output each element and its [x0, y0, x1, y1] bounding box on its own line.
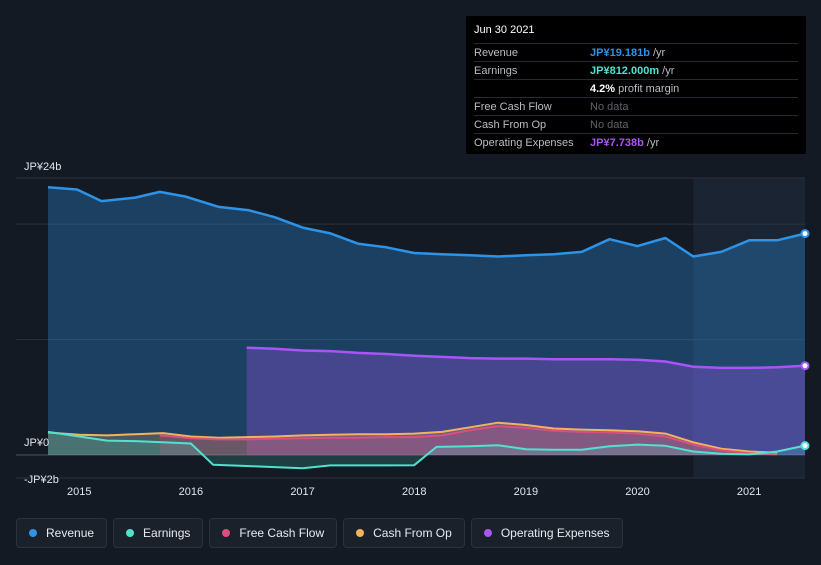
marker-earnings: [800, 441, 810, 451]
series-line-revenue: [47, 185, 806, 258]
series-area-revenue: [48, 187, 805, 455]
legend-item-earnings[interactable]: Earnings: [113, 518, 204, 548]
legend-dot-icon: [29, 529, 37, 537]
tooltip-label: Cash From Op: [474, 118, 547, 131]
tooltip-value: 4.2%: [590, 82, 616, 95]
legend-label: Cash From Op: [373, 526, 452, 540]
x-tick-label: 2015: [67, 486, 91, 498]
tooltip-label: Free Cash Flow: [474, 100, 552, 113]
legend-dot-icon: [222, 529, 231, 537]
series-line-fcf: [159, 425, 778, 456]
x-tick-label: 2017: [290, 486, 314, 498]
highlight-band: [693, 178, 805, 478]
tooltip-unit: /yr: [643, 136, 660, 149]
marker-opex: [800, 361, 810, 371]
tooltip-row-margin: 4.2% profit margin: [474, 79, 798, 97]
marker-revenue: [800, 229, 810, 239]
tooltip-value: No data: [590, 100, 629, 113]
tooltip-unit: /yr: [659, 64, 675, 77]
legend-label: Free Cash Flow: [239, 526, 325, 540]
tooltip-row-revenue: Revenue JP¥19.181b /yr: [474, 43, 798, 61]
x-tick-label: 2019: [514, 486, 538, 498]
tooltip-row-opex: Operating Expenses JP¥7.738b /yr: [474, 133, 798, 151]
legend-dot-icon: [126, 529, 135, 537]
legend-label: Operating Expenses: [500, 526, 610, 540]
y-tick-label: JP¥24b: [24, 161, 61, 173]
legend-item-revenue[interactable]: Revenue: [16, 518, 108, 548]
y-tick-label: JP¥0: [24, 437, 49, 449]
series-line-earnings: [47, 430, 806, 470]
legend-item-operating-expenses[interactable]: Operating Expenses: [470, 518, 623, 548]
chart-legend: Revenue Earnings Free Cash Flow Cash Fro…: [16, 518, 623, 548]
tooltip-label: Revenue: [474, 46, 519, 59]
tooltip-row-cfo: Cash From Op No data: [474, 115, 798, 133]
legend-item-free-cash-flow[interactable]: Free Cash Flow: [209, 518, 338, 548]
series-area-opex: [246, 347, 805, 455]
x-tick-label: 2021: [737, 486, 761, 498]
tooltip-label: Operating Expenses: [474, 136, 574, 149]
tooltip-row-fcf: Free Cash Flow No data: [474, 97, 798, 115]
x-tick-label: 2018: [402, 486, 426, 498]
tooltip-value: JP¥812.000m: [590, 64, 660, 77]
x-tick-label: 2020: [625, 486, 649, 498]
series-line-cfo: [47, 421, 778, 454]
tooltip-row-earnings: Earnings JP¥812.000m /yr: [474, 61, 798, 79]
y-tick-label: -JP¥2b: [24, 474, 59, 486]
tooltip-unit: /yr: [649, 46, 666, 59]
tooltip-date: Jun 30 2021: [474, 24, 535, 36]
legend-label: Revenue: [46, 526, 95, 540]
tooltip-label: Earnings: [474, 64, 518, 77]
legend-dot-icon: [356, 529, 365, 537]
tooltip-value: No data: [590, 118, 629, 131]
legend-dot-icon: [483, 529, 492, 537]
legend-label: Earnings: [143, 526, 191, 540]
data-tooltip: Jun 30 2021 Revenue JP¥19.181b /yr Earni…: [466, 16, 806, 154]
x-tick-label: 2016: [179, 486, 203, 498]
series-line-opex: [246, 346, 806, 370]
legend-item-cash-from-op[interactable]: Cash From Op: [343, 518, 465, 548]
tooltip-value: JP¥7.738b: [590, 136, 644, 149]
series-area-earnings: [48, 431, 805, 469]
tooltip-value: JP¥19.181b: [590, 46, 650, 59]
tooltip-unit: profit margin: [615, 82, 680, 95]
